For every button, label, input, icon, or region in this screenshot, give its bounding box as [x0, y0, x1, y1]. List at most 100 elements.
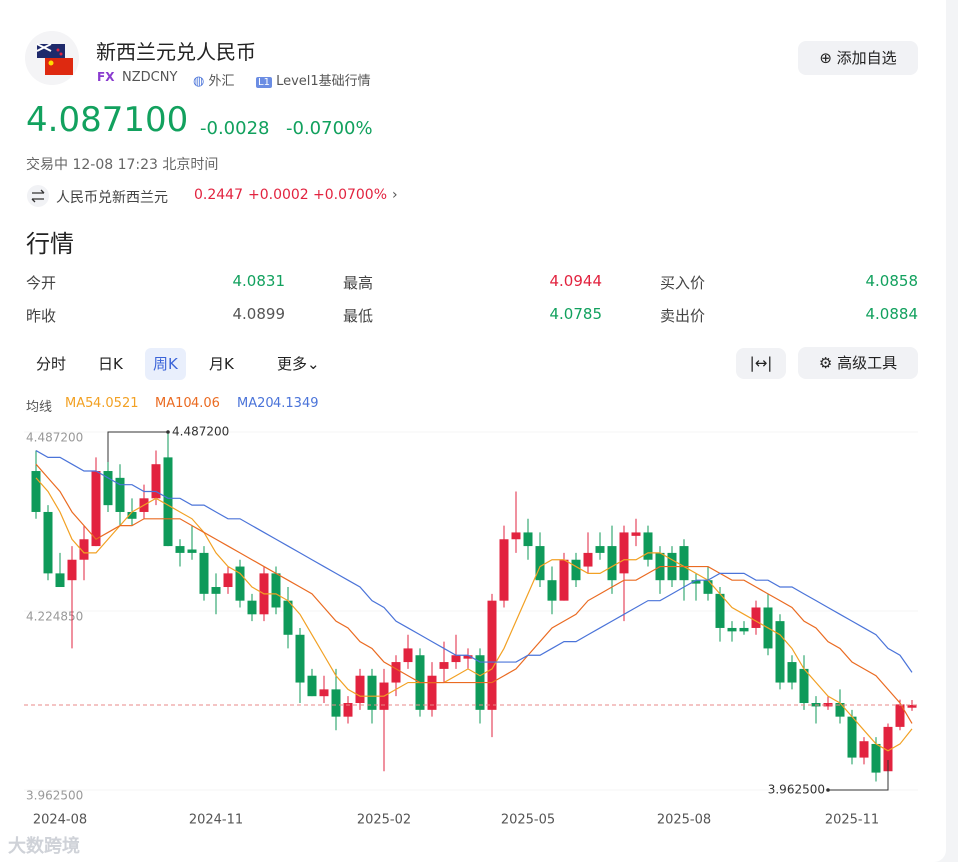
code: NZDCNY — [122, 70, 178, 85]
tab[interactable]: 周K — [145, 348, 186, 380]
legend-name: MA10 — [155, 396, 192, 411]
candle-body — [895, 704, 905, 727]
candle-body — [607, 546, 617, 581]
add-watchlist[interactable]: ⊕ 添加自选 — [798, 41, 918, 75]
ma-line — [35, 450, 913, 673]
candle-body — [403, 648, 413, 663]
candle-body — [187, 549, 197, 553]
change: -0.0028 — [200, 118, 270, 139]
min-leader — [828, 760, 889, 791]
add-label: 添加自选 — [836, 49, 897, 67]
candle-body — [835, 703, 845, 717]
legend-name: MA20 — [237, 396, 274, 411]
candle-body — [847, 716, 857, 758]
candle-body — [115, 477, 125, 512]
candle-body — [499, 539, 509, 601]
fit-button[interactable]: |↔| — [736, 348, 786, 379]
candle-body — [595, 546, 605, 553]
level-label: Level1基础行情 — [276, 74, 371, 89]
swap-icon — [27, 185, 49, 207]
candle-body — [751, 607, 761, 628]
candle-body — [739, 627, 749, 632]
title: 新西兰元兑人民币 — [96, 40, 256, 64]
candle-body — [523, 532, 533, 547]
candle-body — [619, 532, 629, 574]
ma-line — [35, 477, 913, 752]
candle-body — [535, 546, 545, 581]
candle-body — [883, 726, 893, 772]
candle-body — [163, 457, 173, 547]
tab[interactable]: 更多⌄ — [277, 355, 320, 373]
chevron[interactable]: › — [392, 187, 398, 203]
status: 交易中 12-08 17:23 北京时间 — [26, 157, 219, 173]
candle-body — [319, 689, 329, 697]
tools-label: 高级工具 — [837, 354, 898, 372]
candle-body — [235, 566, 245, 601]
candle-body — [367, 675, 377, 710]
reverse-label[interactable]: 人民币兑新西兰元 — [56, 190, 168, 206]
reverse-change-pct: +0.0700% — [313, 187, 388, 203]
candle-body — [55, 573, 65, 588]
candle-body — [307, 675, 317, 697]
max-leader — [107, 431, 168, 462]
x-tick-label: 2024-11 — [189, 813, 243, 828]
stat-value: 4.0785 — [549, 305, 603, 323]
x-tick-label: 2025-02 — [357, 813, 411, 828]
candle-body — [199, 552, 209, 594]
candle-body — [67, 559, 77, 581]
stat-label: 最低 — [343, 307, 374, 325]
candle-body — [283, 600, 293, 635]
tab[interactable]: 分时 — [36, 355, 67, 373]
tools-button[interactable]: ⚙ 高级工具 — [798, 347, 918, 379]
candle-body — [799, 668, 809, 704]
tab[interactable]: 日K — [98, 355, 123, 373]
candle-body — [211, 587, 221, 594]
x-tick-label: 2024-08 — [33, 813, 87, 828]
stat-value: 4.0831 — [232, 272, 286, 290]
reverse-change: +0.0002 — [248, 187, 309, 203]
max-label: 4.487200 — [172, 425, 229, 439]
flag — [25, 31, 79, 85]
dropdown-icon: ⌄ — [307, 355, 320, 373]
candle-body — [355, 675, 365, 704]
max-dot — [166, 430, 170, 434]
candle-body — [127, 511, 137, 519]
candle-body — [391, 662, 401, 683]
candle-body — [703, 580, 713, 594]
tag: FX — [97, 70, 115, 84]
candle-body — [91, 471, 101, 547]
candle-body — [439, 662, 449, 669]
candle-body — [79, 539, 89, 560]
candle-body — [859, 741, 869, 758]
stat-label: 今开 — [26, 274, 57, 292]
market-label: 外汇 — [208, 74, 235, 89]
tab[interactable]: 月K — [209, 355, 234, 373]
candle-body — [907, 704, 917, 708]
candle-body — [103, 471, 113, 506]
x-tick-label: 2025-08 — [657, 813, 711, 828]
candle-body — [691, 580, 701, 584]
candle-body — [823, 703, 833, 707]
legend-value: 4.1349 — [273, 396, 319, 411]
x-tick-label: 2025-11 — [825, 813, 879, 828]
candle-body — [571, 559, 581, 581]
watermark: 大数跨境 — [8, 836, 80, 857]
legend-value: 4.06 — [191, 396, 220, 411]
x-tick-label: 2025-05 — [501, 813, 555, 828]
stat-label: 买入价 — [660, 274, 706, 292]
section-title: 行情 — [26, 230, 74, 258]
candle-body — [775, 621, 785, 683]
legend-name: MA5 — [65, 396, 94, 411]
candle-body — [43, 511, 53, 574]
legend-value: 4.0521 — [93, 396, 139, 411]
candle-body — [547, 580, 557, 601]
stat-value: 4.0944 — [549, 272, 603, 290]
candle-body — [295, 634, 305, 683]
ma-line — [35, 463, 913, 724]
candle-body — [451, 655, 461, 663]
min-label: 3.962500 — [768, 783, 825, 797]
